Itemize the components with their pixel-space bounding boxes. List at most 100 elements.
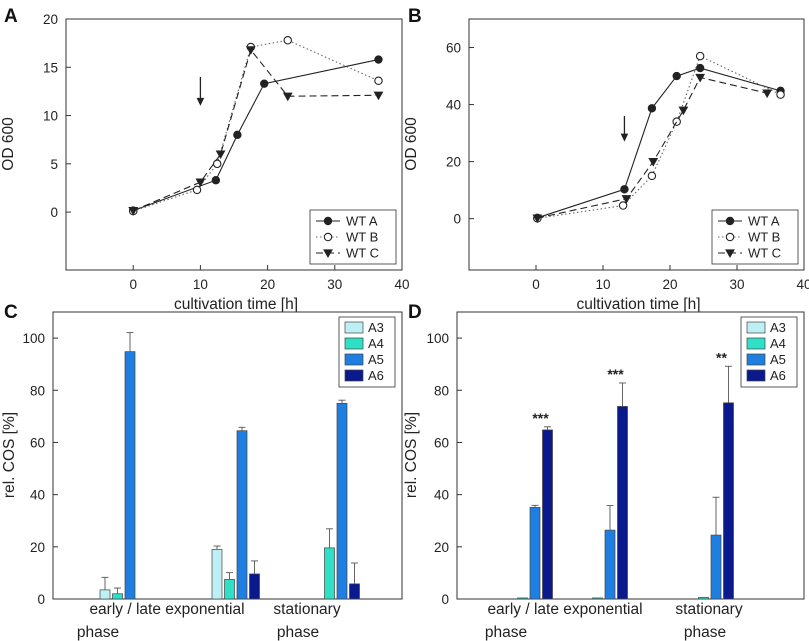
category-label-c: stationary [273,601,340,618]
y-tick-label-a: 10 [43,109,58,124]
data-point-wt-b [776,90,785,99]
series-line-wt-b [133,39,379,212]
y-tick-label-b: 60 [446,41,461,56]
panel-c-bar-chart: 0 20 40 60 80 100 rel. COS [%] early / late exp… [1,311,403,641]
y-tick-label-b: 40 [446,98,461,113]
bar-a6 [249,573,260,600]
data-point-wt-c [128,207,139,216]
y-axis-label-a: OD 600 [0,117,17,171]
legend-swatch-marker [725,249,735,259]
legend-label: A4 [368,336,384,351]
legend-label: WT B [748,230,780,245]
data-point-wt-b [672,117,681,126]
phase-label-c: phase [77,624,119,641]
plot-frame-b [468,18,805,271]
y-tick-label-c: 20 [30,540,45,555]
bar-a3 [211,549,223,600]
x-tick-label-b: 30 [729,277,744,292]
data-point-wt-a [647,104,657,113]
plot-frame-d [456,311,805,600]
data-point-wt-b [212,159,222,169]
legend-label: A5 [770,352,786,367]
legend-swatch-marker [725,216,735,226]
y-tick-label-d: 0 [441,592,449,607]
series-line-wt-c [132,48,379,212]
bar-a5 [529,507,541,600]
legend-label: WT C [346,246,379,261]
panel-letter-c: C [4,302,18,323]
y-tick-label-a: 20 [43,12,58,27]
data-point-wt-c [373,91,384,101]
y-tick-label-a: 5 [50,157,58,172]
x-tick-label-b: 40 [796,277,809,292]
y-tick-label-c: 100 [22,331,45,346]
data-point-wt-b [647,171,657,181]
x-tick-label-a: 20 [260,277,275,292]
bar-a3 [99,589,111,600]
legend-label: WT B [346,230,378,245]
bar-a6 [542,429,553,600]
legend-swatch-a6 [344,369,364,382]
induction-arrow-head-a [196,97,205,106]
y-tick-label-d: 40 [434,488,449,503]
bar-a5 [236,430,248,600]
y-tick-label-d: 100 [426,331,449,346]
bar-a5 [336,402,348,600]
x-tick-label-b: 0 [532,277,540,292]
x-tick-label-b: 20 [662,277,677,292]
y-tick-label-d: 60 [434,435,449,450]
legend-label: A4 [770,336,786,351]
data-point-wt-b [618,201,628,210]
y-tick-label-b: 0 [453,212,461,227]
legend-swatch-a3 [746,321,766,334]
legend-label: A6 [770,368,786,383]
phase-label-d: phase [684,624,726,641]
category-label-d: early / late exponential [487,601,642,618]
plot-frame-a [65,18,403,271]
x-tick-label-a: 10 [193,277,208,292]
x-axis-label-a: cultivation time [h] [174,296,298,313]
legend-label: WT A [346,214,378,229]
significance-marker: ** [716,349,727,365]
data-point-wt-c [195,178,206,188]
series-line-wt-b [537,55,781,219]
data-point-wt-a [695,63,705,73]
panel-letter-b: B [408,6,422,27]
y-tick-label-d: 20 [434,540,449,555]
phase-label-d: phase [485,624,527,641]
bar-a6 [617,406,628,600]
bar-a4 [324,547,335,600]
panel-letter-d: D [408,302,422,323]
data-point-wt-a [211,176,221,185]
legend-swatch-a5 [746,353,766,366]
bar-a5 [124,351,136,600]
bar-a6 [349,583,360,600]
legend-swatch-marker [323,232,333,242]
data-point-wt-c [678,106,689,116]
legend-label: A6 [368,368,384,383]
legend-swatch-a3 [344,321,364,334]
y-tick-label-c: 80 [30,383,45,398]
x-tick-label-a: 40 [394,277,409,292]
legend-label: WT A [748,214,780,229]
panel-a-line-chart: 0 10 20 30 40 0 5 10 15 20 cultivation time [h] OD … [0,12,410,313]
legend-label: A3 [368,320,384,335]
y-axis-label-c: rel. COS [%] [1,412,18,498]
data-point-wt-c [532,214,543,224]
data-point-wt-c [762,89,773,99]
data-point-wt-a [620,185,629,194]
data-point-wt-b [192,185,202,195]
bar-a4 [224,579,235,600]
legend-swatch-marker [323,216,333,226]
phase-label-c: phase [277,624,319,641]
legend-swatch-a4 [344,337,364,350]
bar-a4 [592,597,603,600]
data-point-wt-c [648,158,659,167]
legend-swatch-a4 [746,337,766,350]
y-tick-label-a: 0 [50,205,58,220]
legend-swatch-a5 [344,353,364,366]
significance-marker: *** [607,366,624,382]
bar-a4 [517,597,528,600]
